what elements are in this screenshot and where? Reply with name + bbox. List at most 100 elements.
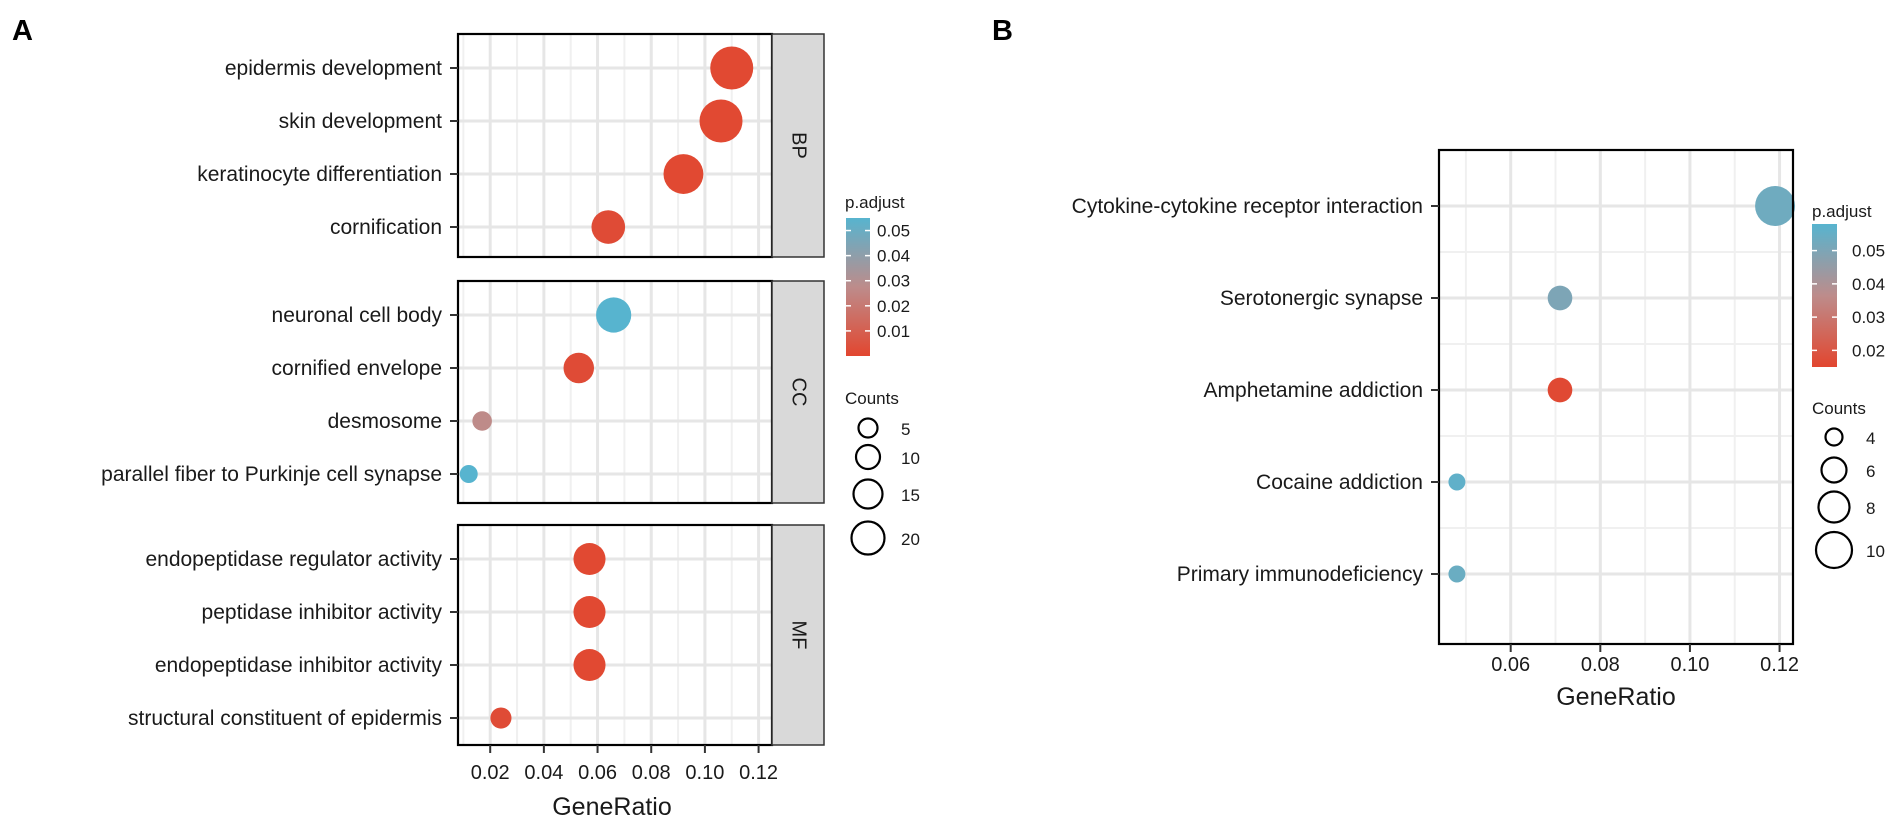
y-label-cytokine-cytokine-receptor-interaction: Cytokine-cytokine receptor interaction [1072,195,1423,218]
size-key-label: 4 [1866,429,1875,448]
facet-label-bp: BP [788,132,810,159]
panel-a-color-legend-title: p.adjust [845,193,905,212]
y-label-epidermis-development: epidermis development [225,57,442,80]
size-key-label: 10 [1866,542,1885,561]
panel-b-letter: B [992,15,1013,47]
panel-a-size-keys: 5 10 15 20 [850,417,920,556]
y-label-serotonergic-synapse: Serotonergic synapse [1220,287,1423,310]
dot-structural-constituent-of-epidermis [490,707,512,729]
panel-a-x-axis: 0.02 0.04 0.06 0.08 0.10 0.12 [471,745,778,784]
dot-serotonergic-synapse [1547,285,1573,311]
dot-cytokine-cytokine-receptor-interaction [1755,186,1796,226]
panel-a-letter: A [12,15,33,47]
color-tick-label: 0.05 [877,222,910,241]
color-tick-label: 0.03 [1852,308,1885,327]
panel-b-x-axis: 0.06 0.08 0.10 0.12 [1491,644,1799,676]
panel-a-points [459,46,754,729]
size-key-circle [850,520,886,556]
panel-a-y-axis: epidermis development skin development ker… [101,57,458,730]
dot-keratinocyte-differentiation [663,154,704,194]
size-key-label: 20 [901,530,920,549]
y-label-amphetamine-addiction: Amphetamine addiction [1204,379,1423,402]
size-key-circle [1817,490,1851,524]
x-tick-label: 0.02 [471,762,510,784]
size-key-label: 5 [901,420,910,439]
dot-amphetamine-addiction [1547,377,1573,403]
panel-b-size-legend: Counts 4 6 8 10 [1812,399,1885,570]
dot-cornified-envelope [563,352,595,384]
kegg-dotplot-panel: Cytokine-cytokine receptor interaction Se… [1072,148,1885,711]
size-key-circle [1814,530,1854,570]
dot-cocaine-addiction [1448,473,1466,491]
size-key-circle [1824,427,1844,447]
x-tick-label: 0.06 [578,762,617,784]
y-label-endopeptidase-regulator-activity: endopeptidase regulator activity [145,548,442,571]
color-tick-label: 0.01 [877,322,910,341]
x-tick-label: 0.06 [1491,654,1530,676]
y-label-cornification: cornification [330,216,442,239]
dot-skin-development [699,99,743,143]
size-key-circle [857,417,879,439]
panel-b-frame [1437,148,1795,646]
panel-a-facet-background [458,525,772,745]
y-label-cocaine-addiction: Cocaine addiction [1256,471,1423,494]
dot-desmosome [472,411,492,431]
y-label-endopeptidase-inhibitor-activity: endopeptidase inhibitor activity [155,654,443,677]
panel-b-color-legend-title: p.adjust [1812,202,1872,221]
dot-endopeptidase-inhibitor-activity [573,648,606,682]
size-key-circle [1820,456,1848,484]
panel-b-color-ticks: 0.05 0.04 0.03 0.02 [1812,242,1885,360]
y-label-peptidase-inhibitor-activity: peptidase inhibitor activity [202,601,443,624]
dot-peptidase-inhibitor-activity [573,595,606,629]
panel-b-size-keys: 4 6 8 10 [1814,427,1885,570]
color-tick-label: 0.04 [1852,275,1885,294]
panel-a-color-ticks: 0.05 0.04 0.03 0.02 0.01 [846,222,910,341]
panel-b-size-legend-title: Counts [1812,399,1866,418]
size-key-label: 15 [901,486,920,505]
y-label-parallel-fiber-to-purkinje-cell-synapse: parallel fiber to Purkinje cell synapse [101,463,442,486]
y-label-structural-constituent-of-epidermis: structural constituent of epidermis [128,707,442,730]
facet-label-cc: CC [788,378,810,407]
panel-a-color-legend: p.adjust 0.05 0.04 0.03 0.02 0.01 [845,193,910,356]
panel-a-size-legend-title: Counts [845,389,899,408]
panel-a-x-axis-title: GeneRatio [552,793,672,821]
facet-label-mf: MF [788,621,810,650]
x-tick-label: 0.08 [632,762,671,784]
panel-b-color-legend: p.adjust 0.05 0.04 0.03 0.02 [1812,202,1885,367]
panel-a-frames [456,32,774,747]
color-tick-label: 0.02 [1852,341,1885,360]
y-label-keratinocyte-differentiation: keratinocyte differentiation [197,163,442,186]
y-label-desmosome: desmosome [328,410,442,433]
x-tick-label: 0.10 [1670,654,1709,676]
size-key-label: 10 [901,449,920,468]
color-tick-label: 0.05 [1852,242,1885,261]
size-key-circle [854,443,882,471]
dot-primary-immunodeficiency [1448,565,1466,583]
x-tick-label: 0.04 [524,762,563,784]
dot-epidermis-development [710,46,754,90]
y-label-skin-development: skin development [279,110,443,133]
panel-b-y-axis: Cytokine-cytokine receptor interaction Se… [1072,195,1439,586]
panel-b-gridlines [1439,150,1793,644]
x-tick-label: 0.12 [739,762,778,784]
size-key-label: 6 [1866,462,1875,481]
facet-strip-mf [771,524,825,746]
size-key-label: 8 [1866,499,1875,518]
color-tick-label: 0.04 [877,247,910,266]
panel-b-color-bar [1812,224,1837,367]
x-tick-label: 0.12 [1760,654,1799,676]
facet-strip-cc [771,280,825,504]
panel-b-x-axis-title: GeneRatio [1556,683,1676,711]
panel-b-points [1448,186,1796,583]
x-tick-label: 0.08 [1581,654,1620,676]
y-label-neuronal-cell-body: neuronal cell body [272,304,443,327]
dot-neuronal-cell-body [596,297,632,333]
y-label-primary-immunodeficiency: Primary immunodeficiency [1177,563,1424,586]
dot-endopeptidase-regulator-activity [573,542,606,576]
x-tick-label: 0.10 [685,762,724,784]
y-label-cornified-envelope: cornified envelope [272,357,442,380]
color-tick-label: 0.03 [877,272,910,291]
color-tick-label: 0.02 [877,297,910,316]
size-key-circle [852,478,884,510]
